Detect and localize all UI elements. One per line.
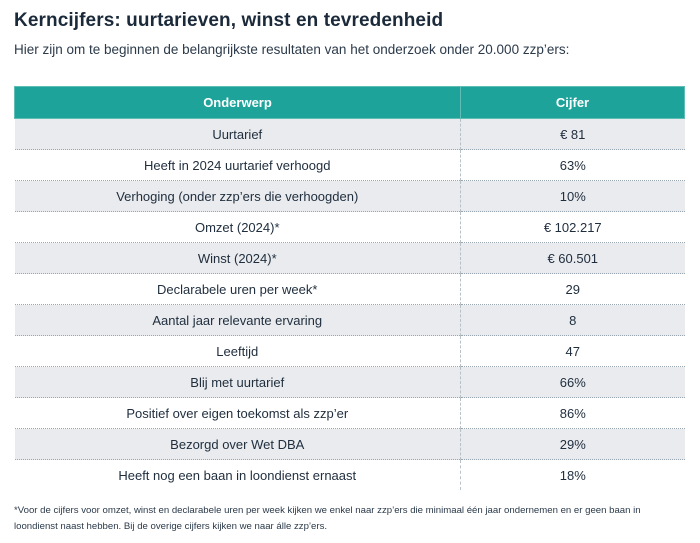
- table-row: Verhoging (onder zzp’ers die verhoogden)…: [14, 180, 685, 212]
- row-value: 86%: [460, 397, 685, 429]
- row-label: Aantal jaar relevante ervaring: [14, 304, 461, 336]
- row-label: Leeftijd: [14, 335, 461, 367]
- row-value: € 81: [460, 118, 685, 150]
- row-label: Verhoging (onder zzp’ers die verhoogden): [14, 180, 461, 212]
- row-label: Declarabele uren per week*: [14, 273, 461, 305]
- row-value: € 60.501: [460, 242, 685, 274]
- row-value: 18%: [460, 459, 685, 490]
- row-value: 8: [460, 304, 685, 336]
- table-row: Uurtarief € 81: [14, 118, 685, 150]
- row-value: € 102.217: [460, 211, 685, 243]
- row-value: 10%: [460, 180, 685, 212]
- table-row: Heeft nog een baan in loondienst ernaast…: [14, 459, 685, 490]
- table-row: Aantal jaar relevante ervaring 8: [14, 304, 685, 336]
- row-label: Winst (2024)*: [14, 242, 461, 274]
- row-value: 29%: [460, 428, 685, 460]
- table-row: Declarabele uren per week* 29: [14, 273, 685, 305]
- footnote: *Voor de cijfers voor omzet, winst en de…: [14, 505, 641, 532]
- row-value: 63%: [460, 149, 685, 181]
- table-header-row: Onderwerp Cijfer: [14, 86, 685, 119]
- results-table-container: Onderwerp Cijfer Uurtarief € 81 Heeft in…: [14, 86, 685, 490]
- table-row: Winst (2024)* € 60.501: [14, 242, 685, 274]
- row-label: Uurtarief: [14, 118, 461, 150]
- table-row: Heeft in 2024 uurtarief verhoogd 63%: [14, 149, 685, 181]
- row-value: 29: [460, 273, 685, 305]
- row-label: Heeft in 2024 uurtarief verhoogd: [14, 149, 461, 181]
- header-cijfer: Cijfer: [460, 86, 685, 119]
- row-label: Positief over eigen toekomst als zzp’er: [14, 397, 461, 429]
- header-onderwerp: Onderwerp: [14, 86, 461, 119]
- table-row: Leeftijd 47: [14, 335, 685, 367]
- table-row: Positief over eigen toekomst als zzp’er …: [14, 397, 685, 429]
- table-row: Omzet (2024)* € 102.217: [14, 211, 685, 243]
- results-table: Onderwerp Cijfer Uurtarief € 81 Heeft in…: [14, 86, 685, 490]
- table-row: Bezorgd over Wet DBA 29%: [14, 428, 685, 460]
- row-label: Bezorgd over Wet DBA: [14, 428, 461, 460]
- row-value: 47: [460, 335, 685, 367]
- page-subtitle: Hier zijn om te beginnen de belangrijkst…: [14, 42, 570, 57]
- row-label: Blij met uurtarief: [14, 366, 461, 398]
- page-title: Kerncijfers: uurtarieven, winst en tevre…: [14, 10, 444, 31]
- row-value: 66%: [460, 366, 685, 398]
- table-row: Blij met uurtarief 66%: [14, 366, 685, 398]
- row-label: Omzet (2024)*: [14, 211, 461, 243]
- row-label: Heeft nog een baan in loondienst ernaast: [14, 459, 461, 490]
